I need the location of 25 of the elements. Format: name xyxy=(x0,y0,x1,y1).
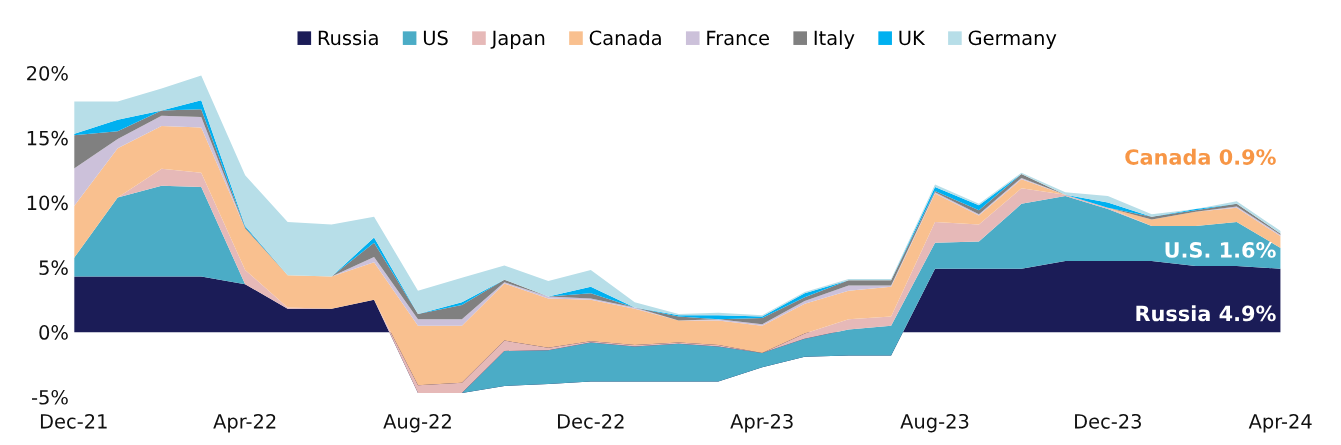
y-tick-label: 10% xyxy=(27,195,68,211)
legend-label: France xyxy=(707,30,770,46)
x-tick-label: Dec-22 xyxy=(558,413,624,429)
x-tick-label: Apr-24 xyxy=(1248,413,1312,433)
annotation: U.S. 1.6% xyxy=(1165,242,1276,258)
y-tick-label: 20% xyxy=(27,65,68,81)
x-tick-label: Aug-23 xyxy=(900,413,969,433)
y-tick-label: -5% xyxy=(31,389,68,405)
legend-label: Russia xyxy=(318,30,378,46)
legend-label: UK xyxy=(899,30,926,46)
legend-label: Germany xyxy=(968,30,1057,49)
legend-label: Canada xyxy=(589,30,661,46)
legend-label: Italy xyxy=(814,30,855,49)
annotation: Russia 4.9% xyxy=(1136,305,1276,322)
x-tick-label: Apr-23 xyxy=(730,413,793,433)
x-tick-label: Dec-23 xyxy=(1075,413,1141,429)
y-tick-label: 0% xyxy=(39,325,68,340)
y-tick-label: 5% xyxy=(39,260,68,276)
x-tick-label: Apr-22 xyxy=(213,413,276,433)
legend-label: US xyxy=(423,30,448,46)
annotation: Canada 0.9% xyxy=(1125,148,1276,165)
x-tick-label: Aug-22 xyxy=(383,413,451,433)
x-tick-label: Dec-21 xyxy=(40,413,107,429)
y-tick-label: 15% xyxy=(27,130,68,146)
legend-label: Japan xyxy=(490,30,545,49)
